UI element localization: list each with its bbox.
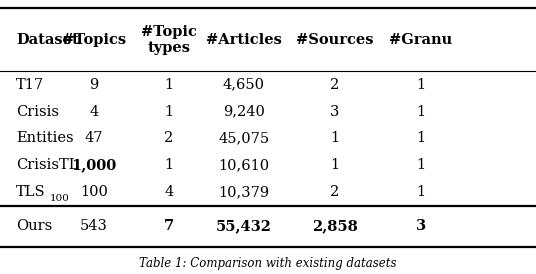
Text: Entities: Entities xyxy=(16,131,74,145)
Text: 1: 1 xyxy=(416,158,426,172)
Text: 4: 4 xyxy=(89,104,99,119)
Text: 9,240: 9,240 xyxy=(223,104,265,119)
Text: #Granu: #Granu xyxy=(389,33,452,47)
Text: 1: 1 xyxy=(164,104,174,119)
Text: 2: 2 xyxy=(330,78,340,92)
Text: 1: 1 xyxy=(416,131,426,145)
Text: 9: 9 xyxy=(89,78,99,92)
Text: 47: 47 xyxy=(85,131,103,145)
Text: 2: 2 xyxy=(330,185,340,199)
Text: Table 1: Comparison with existing datasets: Table 1: Comparison with existing datase… xyxy=(139,256,397,270)
Text: 1,000: 1,000 xyxy=(71,158,116,172)
Text: 3: 3 xyxy=(330,104,340,119)
Text: 2,858: 2,858 xyxy=(312,219,358,233)
Text: 1: 1 xyxy=(330,158,340,172)
Text: 55,432: 55,432 xyxy=(216,219,272,233)
Text: 3: 3 xyxy=(416,219,426,233)
Text: 45,075: 45,075 xyxy=(218,131,270,145)
Text: 10,610: 10,610 xyxy=(218,158,270,172)
Text: 4: 4 xyxy=(164,185,174,199)
Text: 100: 100 xyxy=(80,185,108,199)
Text: #Sources: #Sources xyxy=(296,33,374,47)
Text: 1: 1 xyxy=(416,185,426,199)
Text: 2: 2 xyxy=(164,131,174,145)
Text: 7: 7 xyxy=(164,219,174,233)
Text: 10,379: 10,379 xyxy=(218,185,270,199)
Text: #Topic
types: #Topic types xyxy=(141,25,197,55)
Text: 1: 1 xyxy=(164,158,174,172)
Text: #Articles: #Articles xyxy=(206,33,282,47)
Text: TLS: TLS xyxy=(16,185,46,199)
Text: Dataset: Dataset xyxy=(16,33,79,47)
Text: 1: 1 xyxy=(164,78,174,92)
Text: 1: 1 xyxy=(416,104,426,119)
Text: T17: T17 xyxy=(16,78,44,92)
Text: Crisis: Crisis xyxy=(16,104,59,119)
Text: CrisisTL: CrisisTL xyxy=(16,158,79,172)
Text: 1: 1 xyxy=(330,131,340,145)
Text: 100: 100 xyxy=(49,195,69,203)
Text: Ours: Ours xyxy=(16,219,53,233)
Text: #Topics: #Topics xyxy=(62,33,126,47)
Text: 1: 1 xyxy=(416,78,426,92)
Text: 4,650: 4,650 xyxy=(223,78,265,92)
Text: 543: 543 xyxy=(80,219,108,233)
